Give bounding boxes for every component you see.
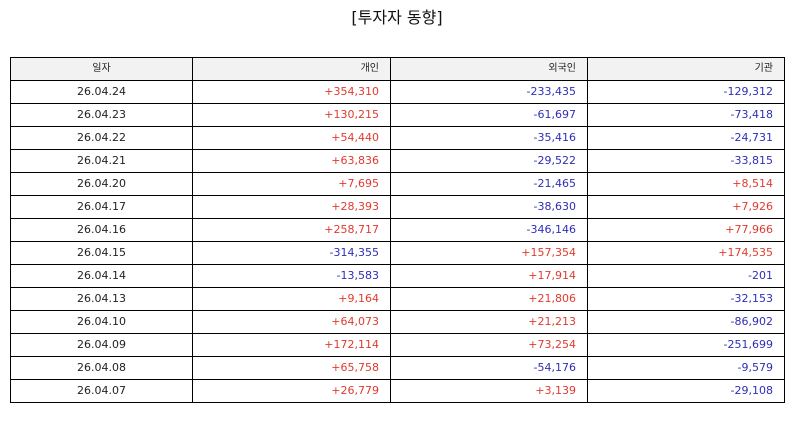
table-row: 26.04.08 +65,758 -54,176 -9,579 xyxy=(10,356,785,380)
table-row: 26.04.15 -314,355 +157,354 +174,535 xyxy=(10,241,785,265)
cell-date: 26.04.17 xyxy=(10,195,193,219)
cell-date: 26.04.09 xyxy=(10,333,193,357)
cell-institution: -9,579 xyxy=(587,356,785,380)
header-individual: 개인 xyxy=(192,57,391,81)
cell-foreign: +73,254 xyxy=(390,333,588,357)
cell-foreign: -61,697 xyxy=(390,103,588,127)
cell-institution: -129,312 xyxy=(587,80,785,104)
table-row: 26.04.14 -13,583 +17,914 -201 xyxy=(10,264,785,288)
cell-institution: -33,815 xyxy=(587,149,785,173)
table-row: 26.04.16 +258,717 -346,146 +77,966 xyxy=(10,218,785,242)
cell-institution: +7,926 xyxy=(587,195,785,219)
table-row: 26.04.17 +28,393 -38,630 +7,926 xyxy=(10,195,785,219)
cell-date: 26.04.15 xyxy=(10,241,193,265)
table-row: 26.04.13 +9,164 +21,806 -32,153 xyxy=(10,287,785,311)
table-row: 26.04.22 +54,440 -35,416 -24,731 xyxy=(10,126,785,150)
cell-individual: +26,779 xyxy=(192,379,391,403)
cell-date: 26.04.24 xyxy=(10,80,193,104)
table-row: 26.04.23 +130,215 -61,697 -73,418 xyxy=(10,103,785,127)
cell-institution: -29,108 xyxy=(587,379,785,403)
cell-date: 26.04.22 xyxy=(10,126,193,150)
cell-foreign: +3,139 xyxy=(390,379,588,403)
cell-foreign: -54,176 xyxy=(390,356,588,380)
cell-date: 26.04.16 xyxy=(10,218,193,242)
cell-institution: -24,731 xyxy=(587,126,785,150)
cell-individual: +64,073 xyxy=(192,310,391,334)
cell-foreign: -38,630 xyxy=(390,195,588,219)
header-date: 일자 xyxy=(10,57,193,81)
cell-foreign: +21,806 xyxy=(390,287,588,311)
cell-foreign: +21,213 xyxy=(390,310,588,334)
table-row: 26.04.10 +64,073 +21,213 -86,902 xyxy=(10,310,785,334)
cell-date: 26.04.23 xyxy=(10,103,193,127)
cell-foreign: -35,416 xyxy=(390,126,588,150)
cell-individual: +54,440 xyxy=(192,126,391,150)
cell-date: 26.04.20 xyxy=(10,172,193,196)
cell-institution: -251,699 xyxy=(587,333,785,357)
page-title: [투자자 동향] xyxy=(351,8,443,27)
cell-institution: -201 xyxy=(587,264,785,288)
cell-foreign: -233,435 xyxy=(390,80,588,104)
cell-individual: +130,215 xyxy=(192,103,391,127)
cell-foreign: -29,522 xyxy=(390,149,588,173)
cell-individual: +354,310 xyxy=(192,80,391,104)
cell-institution: -86,902 xyxy=(587,310,785,334)
table-row: 26.04.21 +63,836 -29,522 -33,815 xyxy=(10,149,785,173)
table-body: 26.04.24 +354,310 -233,435 -129,312 26.04.23… xyxy=(10,80,785,403)
cell-individual: +7,695 xyxy=(192,172,391,196)
investor-trend-table: 일자 개인 외국인 기관 26.04.24 +354,310 -233,435 -12… xyxy=(10,57,785,403)
cell-individual: +63,836 xyxy=(192,149,391,173)
cell-institution: +174,535 xyxy=(587,241,785,265)
cell-foreign: +157,354 xyxy=(390,241,588,265)
cell-individual: +258,717 xyxy=(192,218,391,242)
cell-date: 26.04.13 xyxy=(10,287,193,311)
cell-individual: +9,164 xyxy=(192,287,391,311)
header-institution: 기관 xyxy=(587,57,785,81)
header-foreign: 외국인 xyxy=(390,57,588,81)
cell-date: 26.04.14 xyxy=(10,264,193,288)
cell-institution: +77,966 xyxy=(587,218,785,242)
cell-foreign: -346,146 xyxy=(390,218,588,242)
table-header-row: 일자 개인 외국인 기관 xyxy=(10,57,785,81)
cell-individual: -314,355 xyxy=(192,241,391,265)
cell-foreign: +17,914 xyxy=(390,264,588,288)
table-row: 26.04.09 +172,114 +73,254 -251,699 xyxy=(10,333,785,357)
cell-institution: -73,418 xyxy=(587,103,785,127)
table-row: 26.04.20 +7,695 -21,465 +8,514 xyxy=(10,172,785,196)
cell-foreign: -21,465 xyxy=(390,172,588,196)
cell-date: 26.04.21 xyxy=(10,149,193,173)
cell-individual: +28,393 xyxy=(192,195,391,219)
cell-individual: +172,114 xyxy=(192,333,391,357)
table-row: 26.04.24 +354,310 -233,435 -129,312 xyxy=(10,80,785,104)
cell-individual: +65,758 xyxy=(192,356,391,380)
cell-institution: -32,153 xyxy=(587,287,785,311)
cell-date: 26.04.08 xyxy=(10,356,193,380)
cell-individual: -13,583 xyxy=(192,264,391,288)
table-row: 26.04.07 +26,779 +3,139 -29,108 xyxy=(10,379,785,403)
cell-date: 26.04.10 xyxy=(10,310,193,334)
cell-institution: +8,514 xyxy=(587,172,785,196)
cell-date: 26.04.07 xyxy=(10,379,193,403)
